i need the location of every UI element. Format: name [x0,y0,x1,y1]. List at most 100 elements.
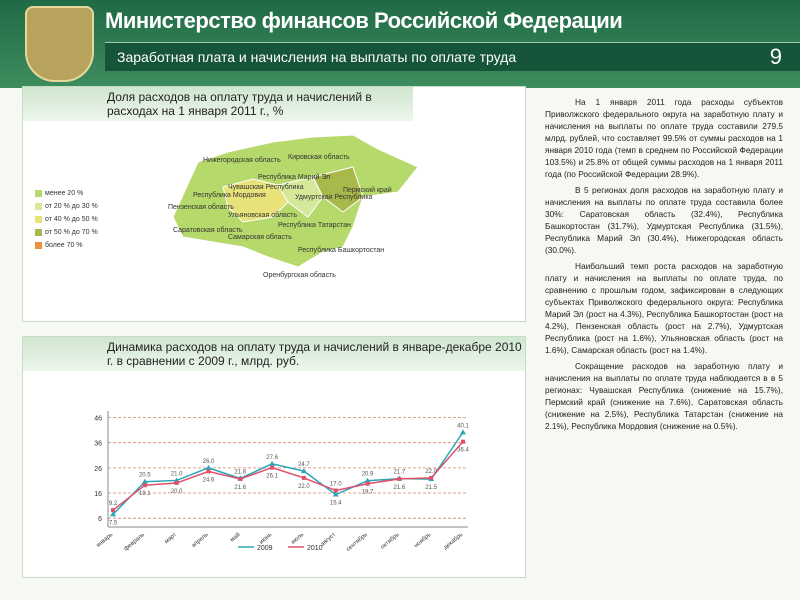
point [142,483,147,488]
data-label: 22.0 [425,469,437,475]
point [111,508,115,513]
point [461,439,465,444]
legend-label: от 40 % до 50 % [45,216,98,223]
body-text: На 1 января 2011 года расходы субъектов … [545,96,783,436]
x-tick-label: июнь [259,532,274,546]
region-label-text: Нижегородская область [203,156,281,164]
y-tick-label: 16 [94,491,102,498]
data-label: 17.0 [330,482,342,488]
chart-title: Динамика расходов на оплату труда и начи… [23,337,525,371]
point [397,476,402,481]
region-label: Нижегородская область [203,156,281,164]
x-tick-label: апрель [191,532,210,549]
x-tick-label: февраль [123,532,146,553]
x-tick-label: октябрь [380,532,401,551]
region-label-text: Самарская область [228,233,292,241]
legend-label: менее 20 % [45,190,84,197]
chart: 6 16 26 36 46 январь февраль март апрель май июнь и… [94,411,469,553]
region-labels: Нижегородская область Кировская область Ре… [168,153,392,279]
data-label: 21.8 [234,469,246,475]
data-label: 24.6 [203,477,215,483]
point [110,511,116,517]
logo [25,6,94,82]
paragraph: В 5 регионах доля расходов на заработную… [545,185,783,255]
region-label: Саратовская область [173,226,243,234]
region-label-text: Саратовская область [173,226,243,234]
point [174,480,179,485]
x-tick-label: январь [96,532,115,549]
point [141,478,148,484]
legend-item: от 50 % до 70 % [35,226,98,239]
data-label: 24.7 [298,462,310,468]
data-label: 21.5 [425,485,437,491]
data-label: 26.1 [266,474,278,480]
y-tick-label: 6 [98,516,102,523]
legend-item: менее 20 % [35,187,98,200]
region-label-text: Республика Башкортостан [298,246,384,254]
region-area [312,166,364,213]
map: Нижегородская область Кировская область Ре… [168,134,419,279]
ministry-name: Министерство финансов Российской Федерац… [105,8,623,33]
region-label: Республика Марий Эл [258,173,330,181]
y-tick-label: 46 [94,416,102,423]
region-label: Республика Башкортостан [298,246,384,254]
region-area [222,178,289,223]
x-tick-label: ноябрь [413,532,432,549]
point [301,475,306,480]
legend-label: 2009 [257,545,273,552]
x-tick-label: сентябрь [345,532,368,553]
y-tick-label: 36 [94,441,102,448]
data-label: 9.2 [109,501,118,507]
x-tick-label: июль [290,532,305,546]
region-label-text: Республика Татарстан [278,221,351,229]
data-label: 36.4 [457,448,469,454]
map-panel: Доля расходов на оплату труда и начислен… [22,86,526,322]
region-label-text: Пермский край [343,186,392,194]
point [300,468,307,474]
point [205,464,212,470]
data-label: 21.6 [394,485,406,491]
point [269,460,276,466]
region-label: Республика Татарстан [278,221,351,229]
legend-swatch [35,229,42,236]
region-label: Удмуртская Республика [295,193,373,201]
data-label: 21.0 [171,471,183,477]
legend-item: от 20 % до 30 % [35,200,98,213]
point [238,476,243,481]
legend-swatch [35,190,42,197]
legend-label: более 70 % [45,242,83,249]
point [270,465,275,470]
chart-panel: Динамика расходов на оплату труда и начи… [22,336,526,578]
page-number: 9 [769,44,782,69]
data-label: 7.5 [109,520,118,526]
region-label: Самарская область [228,233,292,241]
x-tick-label: март [164,532,178,545]
point [429,475,434,480]
region-label-text: Республика Марий Эл [258,173,330,181]
legend-swatch [35,216,42,223]
map-legend: менее 20 % от 20 % до 30 % от 40 % до 50 %… [35,187,98,252]
data-label: 22.0 [298,484,310,490]
paragraph: На 1 января 2011 года расходы субъектов … [545,97,783,179]
point [364,477,371,483]
legend-label: от 50 % до 70 % [45,229,98,236]
data-label: 27.6 [266,455,278,461]
region-label: Пензенская область [168,203,234,211]
legend-swatch [35,203,42,210]
map-title: Доля расходов на оплату труда и начислен… [23,87,413,121]
y-tick-label: 26 [94,466,102,473]
region-label: Чувашская Республика [228,183,304,191]
data-label: 19.7 [362,490,374,496]
header-band: Министерство финансов Российской Федерац… [0,0,800,88]
region-label: Республика Мордовия [193,191,266,199]
paragraph: Наибольший темп роста расходов на зарабо… [545,261,783,355]
data-label: 40.1 [457,423,469,429]
region-label-text: Республика Мордовия [193,191,266,199]
region-label-text: Оренбургская область [263,271,336,279]
region-label-text: Чувашская Республика [228,183,304,191]
point [460,429,466,435]
region-label-text: Удмуртская Республика [295,193,373,201]
region-label: Оренбургская область [263,271,336,279]
data-label: 26.0 [203,459,215,465]
